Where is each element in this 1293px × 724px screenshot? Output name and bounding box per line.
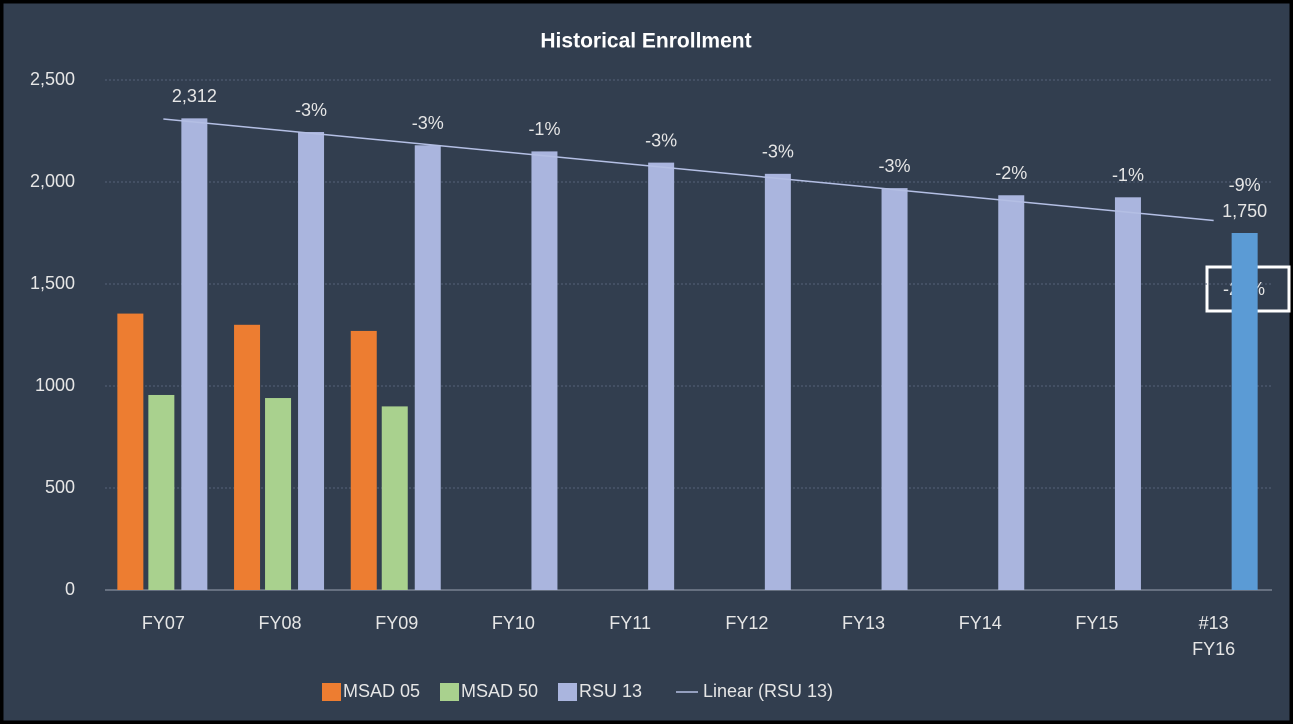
legend-label: RSU 13 [579,681,642,701]
x-tick-label: FY13 [842,613,885,633]
chart-title: Historical Enrollment [540,30,751,53]
y-tick-label: 0 [65,579,75,599]
bar [298,132,325,590]
bar [350,330,377,590]
change-label: -1% [528,119,560,139]
bar [414,145,441,590]
change-label: -3% [295,100,327,120]
x-tick-label: FY12 [725,613,768,633]
y-tick-label: 2,000 [30,171,75,191]
x-tick-label: FY09 [375,613,418,633]
change-label: -3% [879,156,911,176]
x-tick-label: FY07 [142,613,185,633]
bar [117,313,144,590]
legend-label: Linear (RSU 13) [703,681,833,701]
data-label: 1,750 [1222,201,1267,221]
y-tick-label: 500 [45,477,75,497]
x-tick-label: FY11 [609,613,651,633]
change-label: -2% [995,163,1027,183]
bar [998,195,1025,590]
trendline [163,118,1214,222]
bar [1231,233,1258,590]
legend-swatch [440,683,459,701]
y-tick-label: 1,500 [30,273,75,293]
bar [648,162,675,590]
x-tick-label: #13 FY16 [1192,613,1235,659]
bar [234,324,261,590]
legend-swatch [558,683,577,701]
x-tick-label: FY14 [959,613,1002,633]
change-label: -1% [1112,165,1144,185]
x-tick-label: FY08 [259,613,302,633]
x-tick-label: FY10 [492,613,535,633]
bar [531,151,558,590]
bar [881,188,908,590]
y-tick-label: 2,500 [30,69,75,89]
data-label: 2,312 [172,86,217,106]
bar [265,398,292,590]
y-tick-label: 1000 [35,375,75,395]
change-label: -9% [1229,175,1261,195]
bar [764,173,791,590]
change-label: -3% [645,130,677,150]
bar [381,406,408,590]
legend-label: MSAD 05 [343,681,420,701]
change-label: -3% [412,113,444,133]
change-label: -3% [762,142,794,162]
legend-swatch [322,683,341,701]
bar [181,118,208,591]
bar [148,394,175,590]
legend-label: MSAD 50 [461,681,538,701]
bar [1114,197,1141,591]
x-tick-label: FY15 [1075,613,1118,633]
